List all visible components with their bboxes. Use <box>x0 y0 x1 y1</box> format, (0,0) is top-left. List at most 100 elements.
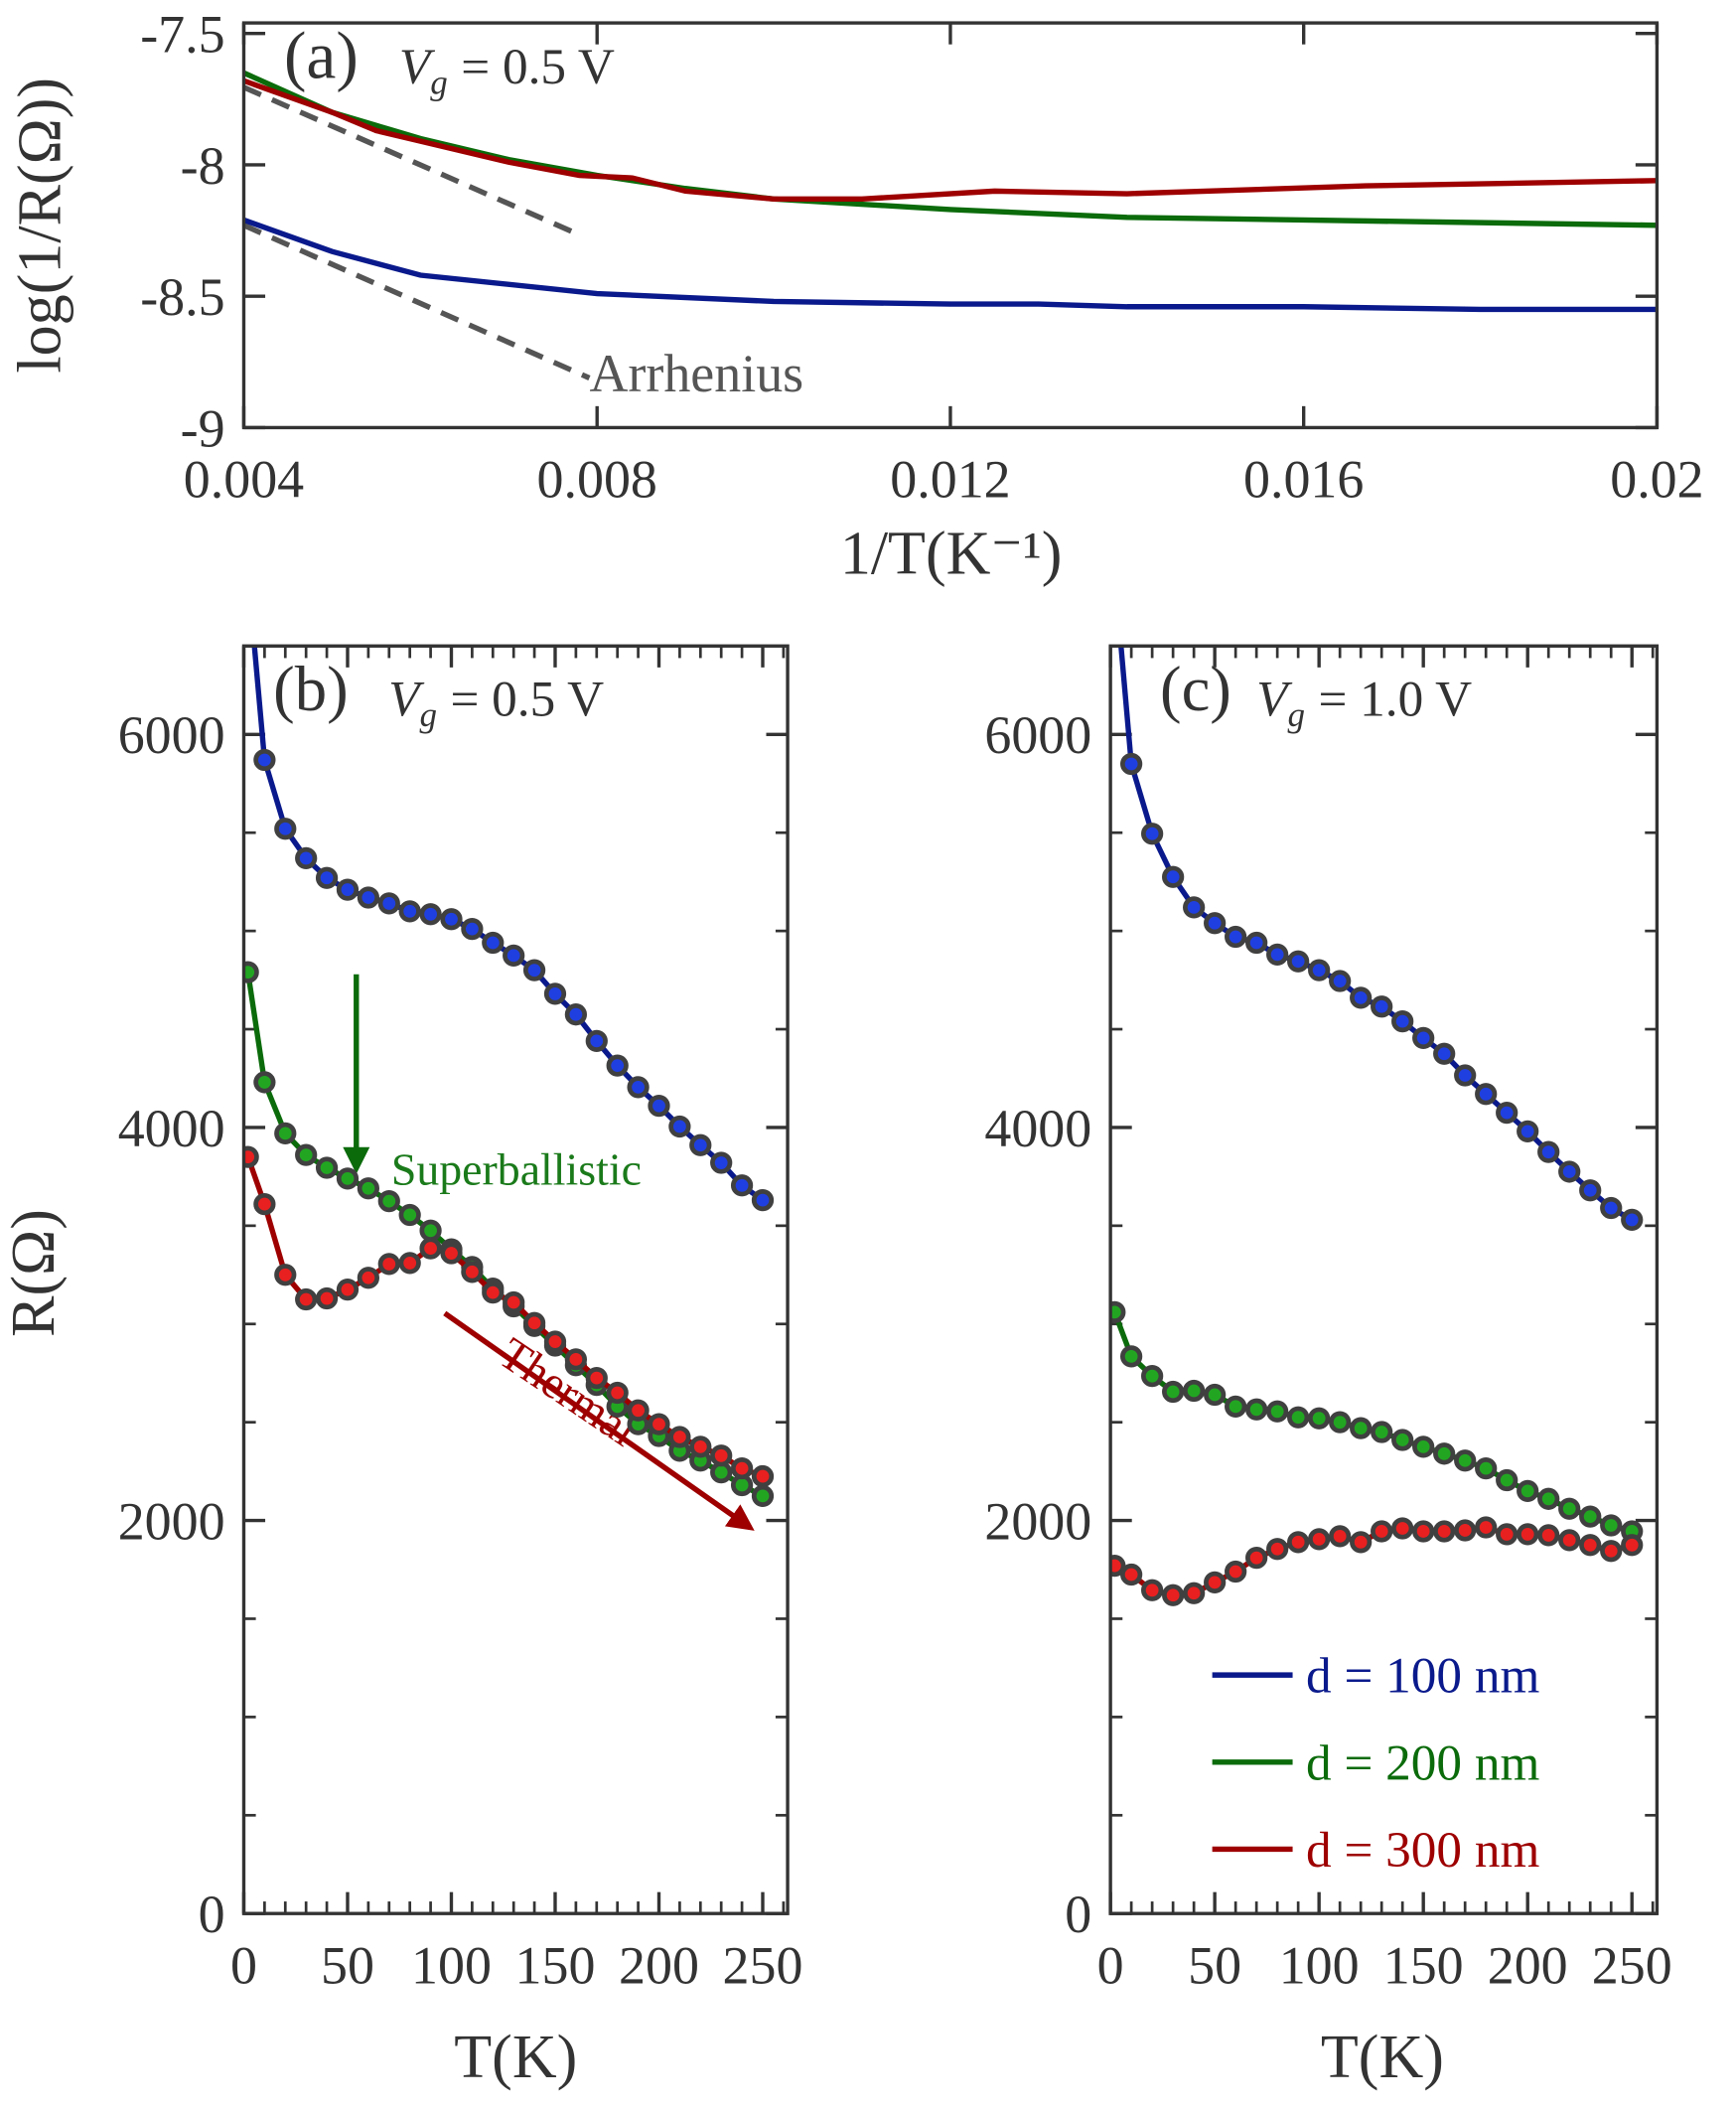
marker <box>503 944 525 967</box>
marker <box>1391 1009 1414 1033</box>
marker <box>274 1122 297 1144</box>
plot-frame <box>241 644 790 1915</box>
x-tick-label: 100 <box>411 1935 492 1995</box>
marker <box>1225 925 1247 949</box>
marker <box>440 1242 463 1265</box>
x-tick-label: 250 <box>1592 1935 1672 1995</box>
marker <box>377 1189 400 1213</box>
annotation: Arrhenius <box>589 344 803 403</box>
x-tick-label: 0.004 <box>184 450 304 510</box>
marker <box>503 1290 525 1314</box>
marker <box>1517 1120 1539 1143</box>
marker <box>336 878 360 901</box>
marker <box>1433 1520 1456 1543</box>
marker <box>1120 1563 1143 1586</box>
marker <box>1350 1417 1373 1439</box>
marker <box>1308 1528 1331 1551</box>
marker <box>627 1399 650 1422</box>
y-axis-label: log(1/R(Ω)) <box>7 77 74 374</box>
marker <box>357 1177 380 1200</box>
series-line <box>243 217 1658 313</box>
marker <box>1496 1523 1519 1546</box>
plot-area <box>1110 646 1644 1606</box>
marker <box>1266 1538 1289 1561</box>
marker <box>1204 1383 1227 1407</box>
marker <box>522 1311 546 1334</box>
legend-label: d = 100 nm <box>1306 1648 1539 1705</box>
condition: Vg = 0.5 V <box>399 39 615 102</box>
marker <box>1350 1531 1373 1554</box>
marker <box>1391 1429 1414 1451</box>
marker <box>689 1435 712 1458</box>
marker <box>564 1003 588 1026</box>
marker <box>1162 865 1185 888</box>
x-tick-label: 200 <box>619 1935 699 1995</box>
marker <box>274 818 297 840</box>
arrhenius-guide <box>242 223 591 380</box>
marker <box>710 1151 733 1174</box>
marker <box>730 1174 754 1197</box>
marker <box>1412 1520 1435 1543</box>
plot-frame <box>1108 644 1660 1915</box>
marker <box>1371 1520 1393 1543</box>
marker <box>1245 931 1268 955</box>
condition-value: = 0.5 V <box>461 39 615 95</box>
marker <box>1162 1584 1185 1606</box>
marker <box>1517 1479 1539 1503</box>
marker <box>315 1156 339 1179</box>
y-tick-label: 2000 <box>984 1491 1091 1551</box>
marker <box>336 1279 360 1301</box>
marker <box>1412 1435 1435 1458</box>
condition: Vg = 1.0 V <box>1256 671 1472 734</box>
marker <box>1110 1554 1126 1578</box>
y-tick-label: 6000 <box>118 705 225 765</box>
marker <box>1621 1534 1644 1557</box>
condition-value: = 1.0 V <box>1318 671 1472 727</box>
condition-symbol: V <box>388 671 425 727</box>
plot-area <box>241 588 775 1507</box>
condition-symbol: V <box>399 39 436 95</box>
marker <box>1600 1540 1623 1563</box>
marker <box>419 1237 442 1260</box>
marker <box>377 1253 400 1276</box>
marker <box>1433 1442 1456 1465</box>
marker <box>1183 1379 1206 1403</box>
marker <box>668 1115 691 1138</box>
panel-label: (a) <box>284 18 359 92</box>
marker <box>585 1029 608 1053</box>
marker <box>543 982 567 1005</box>
marker <box>440 908 463 931</box>
condition-subscript: g <box>1287 695 1305 734</box>
marker <box>1350 986 1373 1009</box>
marker <box>241 588 259 606</box>
y-axis-label: R(Ω) <box>0 1209 68 1337</box>
marker <box>730 1457 754 1480</box>
marker <box>1600 1514 1623 1537</box>
marker <box>1454 1519 1477 1542</box>
marker <box>1266 943 1289 966</box>
marker <box>336 1167 360 1190</box>
marker <box>1475 1457 1498 1480</box>
marker <box>543 1330 567 1353</box>
marker <box>253 1071 276 1094</box>
marker <box>295 846 318 870</box>
marker <box>1579 1534 1602 1557</box>
marker <box>398 1203 421 1227</box>
condition-symbol: V <box>1256 671 1293 727</box>
plot-area <box>243 70 1658 313</box>
marker <box>1454 1449 1477 1472</box>
x-axis-label: T(K) <box>1321 2024 1444 2091</box>
marker <box>751 1484 775 1507</box>
arrow <box>443 1310 755 1531</box>
marker <box>357 886 380 909</box>
marker <box>522 959 546 981</box>
marker <box>1537 1487 1560 1510</box>
marker <box>315 1286 339 1310</box>
condition-subscript: g <box>419 695 437 734</box>
marker <box>253 748 276 772</box>
annotation: Superballistic <box>391 1143 642 1194</box>
marker <box>253 1192 276 1216</box>
x-tick-label: 50 <box>1188 1935 1241 1995</box>
marker <box>1537 1524 1560 1547</box>
y-tick-label: 2000 <box>118 1491 225 1551</box>
